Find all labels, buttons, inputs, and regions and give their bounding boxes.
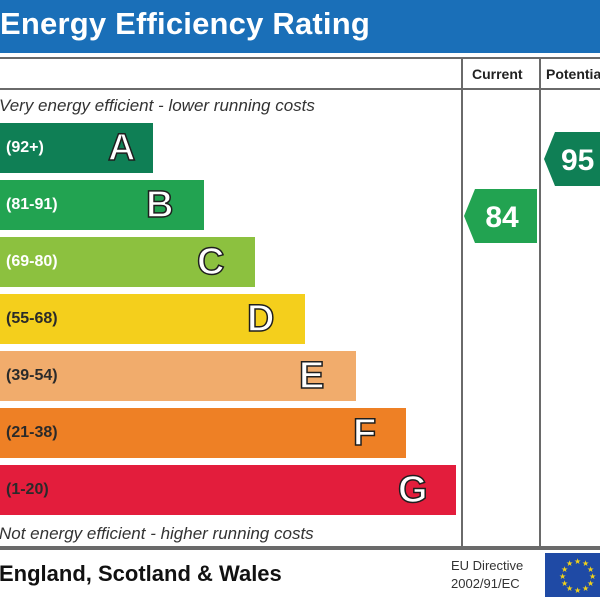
- band-e-bar: (39-54) E: [0, 351, 356, 401]
- bottom-caption: Not energy efficient - higher running co…: [0, 524, 314, 543]
- band-a-range: (92+): [6, 139, 44, 156]
- eu-directive-label: EU Directive: [451, 558, 524, 573]
- band-b-range: (81-91): [6, 196, 58, 213]
- band-d-bar: (55-68) D: [0, 294, 305, 344]
- band-e-range: (39-54): [6, 367, 58, 384]
- band-g-bar: (1-20) G: [0, 465, 456, 515]
- band-f-letter: F: [352, 411, 377, 455]
- current-rating-value: 84: [485, 201, 519, 234]
- band-f-range: (21-38): [6, 424, 58, 441]
- band-f-bar: (21-38) F: [0, 408, 406, 458]
- header-bar: Energy Efficiency Rating: [0, 0, 600, 53]
- current-rating-arrow: 84: [464, 189, 537, 243]
- header-row-divider: [0, 88, 600, 90]
- band-b-letter: B: [145, 183, 174, 227]
- footer-divider: [0, 548, 600, 550]
- band-d-letter: D: [246, 297, 275, 341]
- band-c-range: (69-80): [6, 253, 58, 270]
- rating-table-frame: [0, 57, 600, 548]
- potential-column-header: Potential: [546, 66, 600, 82]
- band-g-range: (1-20): [6, 481, 49, 498]
- eu-directive-number: 2002/91/EC: [451, 576, 520, 591]
- potential-rating-value: 95: [561, 144, 594, 177]
- band-c-bar: (69-80) C: [0, 237, 255, 287]
- top-caption: Very energy efficient - lower running co…: [0, 96, 315, 115]
- current-column-header: Current: [472, 66, 523, 82]
- potential-rating-arrow: 95: [544, 132, 600, 186]
- band-a-letter: A: [107, 126, 136, 170]
- band-c-letter: C: [196, 240, 225, 284]
- potential-column-divider: [539, 57, 541, 548]
- band-e-letter: E: [298, 354, 325, 398]
- band-d-range: (55-68): [6, 310, 58, 327]
- band-g-letter: G: [397, 468, 428, 512]
- region-label: England, Scotland & Wales: [0, 561, 282, 586]
- eu-flag-icon: ★ ★ ★ ★ ★ ★ ★ ★ ★ ★ ★ ★: [545, 553, 600, 597]
- page-title: Energy Efficiency Rating: [0, 6, 371, 41]
- current-column-divider: [461, 57, 463, 548]
- band-b-bar: (81-91) B: [0, 180, 204, 230]
- band-a-bar: (92+) A: [0, 123, 153, 173]
